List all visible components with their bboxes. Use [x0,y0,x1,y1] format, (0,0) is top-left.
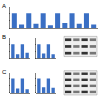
svg-text:C: C [2,69,7,75]
svg-text:B: B [2,34,6,40]
svg-text:A: A [2,3,6,9]
